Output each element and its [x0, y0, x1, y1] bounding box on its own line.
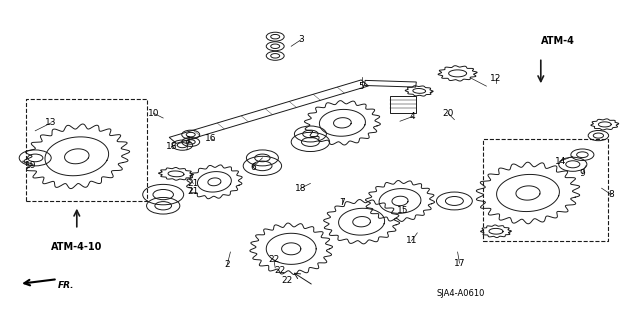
Text: 21: 21	[188, 187, 199, 196]
Text: 6: 6	[250, 163, 255, 172]
Text: 1: 1	[186, 136, 191, 145]
Text: 16: 16	[205, 134, 217, 143]
Text: 18: 18	[166, 142, 177, 151]
Text: 10: 10	[148, 109, 159, 118]
Text: 9: 9	[580, 169, 585, 178]
Text: 18: 18	[295, 184, 307, 193]
Text: 17: 17	[454, 259, 465, 268]
Text: 22: 22	[268, 256, 280, 264]
Text: 4: 4	[410, 112, 415, 121]
Text: 11: 11	[406, 236, 417, 245]
Text: 3: 3	[298, 35, 303, 44]
Text: 5: 5	[359, 82, 364, 91]
Text: ATM-4: ATM-4	[541, 36, 575, 47]
Text: ATM-4-10: ATM-4-10	[51, 242, 102, 252]
Text: 22: 22	[275, 266, 286, 275]
Text: 7: 7	[340, 198, 345, 207]
Text: 21: 21	[188, 179, 199, 188]
Text: 12: 12	[490, 74, 502, 83]
Text: 8: 8	[609, 190, 614, 199]
Text: FR.: FR.	[58, 281, 74, 290]
Text: 19: 19	[25, 161, 36, 170]
Text: 13: 13	[45, 118, 57, 127]
Bar	[390, 96, 416, 113]
Text: 2: 2	[225, 260, 230, 269]
Text: 15: 15	[397, 206, 409, 215]
Text: 22: 22	[281, 276, 292, 285]
Text: 14: 14	[555, 157, 566, 166]
Text: 20: 20	[442, 109, 454, 118]
Text: SJA4-A0610: SJA4-A0610	[436, 289, 485, 298]
